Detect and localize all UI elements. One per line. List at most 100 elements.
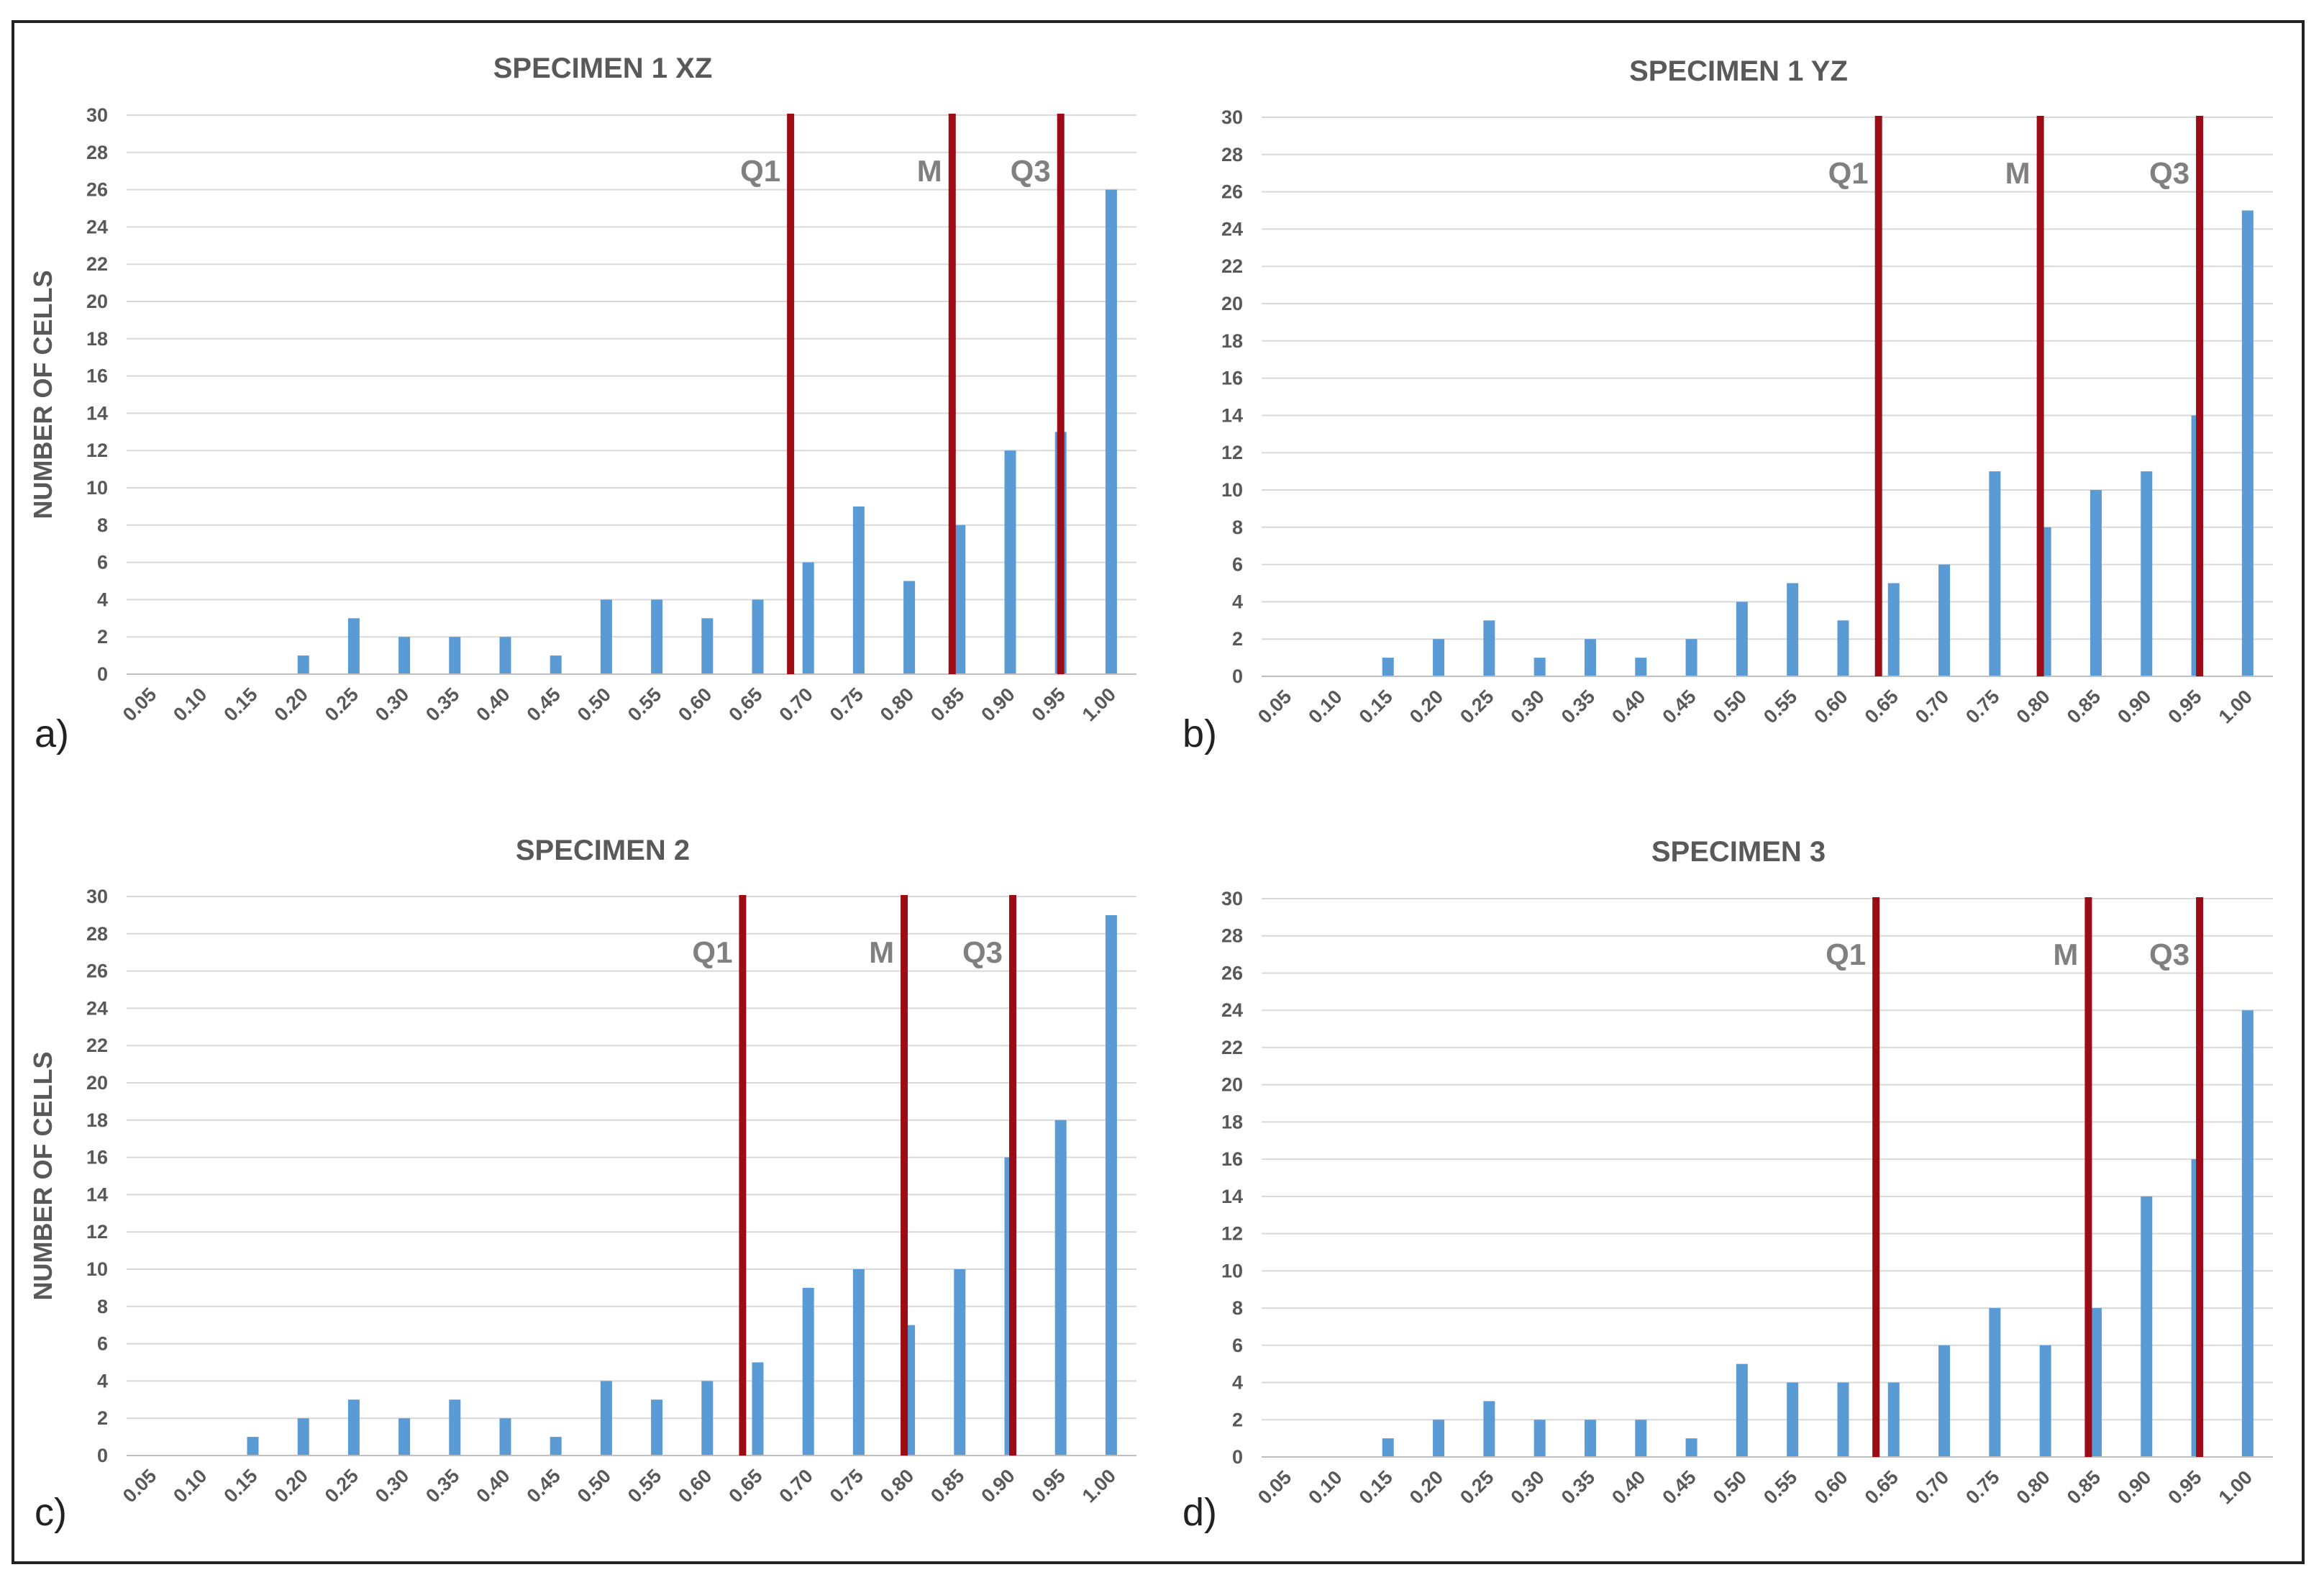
x-tick-label: 0.05 xyxy=(119,1465,160,1507)
bar xyxy=(347,1399,360,1456)
marker-label-q3: Q3 xyxy=(1011,154,1051,188)
y-tick-label: 16 xyxy=(1221,1148,1243,1170)
x-tick-label: 0.50 xyxy=(1709,1466,1751,1508)
y-tick-label: 16 xyxy=(86,366,108,387)
bar xyxy=(1054,1120,1067,1456)
x-tick-label: 0.30 xyxy=(1507,686,1549,727)
bar xyxy=(701,1381,714,1456)
bar xyxy=(449,637,461,674)
bar xyxy=(1635,1420,1647,1457)
bar xyxy=(1989,471,2001,676)
y-tick-label: 30 xyxy=(86,886,108,907)
bar xyxy=(1584,1420,1596,1457)
x-tick-label: 0.45 xyxy=(1658,686,1700,727)
y-tick-label: 18 xyxy=(86,328,108,350)
x-tick-label: 0.85 xyxy=(926,684,968,725)
x-tick-label: 0.30 xyxy=(371,1465,413,1507)
x-tick-label: 0.50 xyxy=(573,1465,615,1507)
bar xyxy=(398,637,411,674)
y-tick-label: 22 xyxy=(1221,255,1243,277)
x-tick-label: 0.70 xyxy=(1911,1466,1953,1508)
x-tick-label: 0.15 xyxy=(219,684,261,725)
bar xyxy=(1938,1345,1951,1457)
x-tick-label: 0.75 xyxy=(1961,686,2003,727)
bar xyxy=(398,1418,411,1456)
x-tick-label: 0.20 xyxy=(1405,686,1447,727)
bar xyxy=(2241,1010,2254,1457)
bar xyxy=(600,599,612,674)
bar xyxy=(1736,601,1748,676)
marker-label-m: M xyxy=(917,154,942,188)
bar xyxy=(1938,564,1951,676)
x-tick-label: 0.35 xyxy=(1557,1466,1599,1508)
bar xyxy=(1787,1382,1799,1457)
y-tick-label: 0 xyxy=(97,663,108,685)
x-tick-label: 0.60 xyxy=(1810,686,1851,727)
x-tick-label: 0.75 xyxy=(1961,1466,2003,1508)
x-tick-label: 0.15 xyxy=(1355,1466,1397,1508)
x-tick-label: 0.10 xyxy=(1304,686,1346,727)
x-tick-label: 0.40 xyxy=(1608,1466,1649,1508)
x-tick-label: 0.80 xyxy=(876,684,918,725)
x-tick-label: 0.30 xyxy=(1507,1466,1549,1508)
bar xyxy=(499,1418,511,1456)
y-tick-label: 26 xyxy=(1221,181,1243,203)
x-tick-label: 0.80 xyxy=(2013,1466,2054,1508)
y-tick-label: 28 xyxy=(1221,144,1243,165)
bar xyxy=(2241,210,2254,676)
y-axis-label: NUMBER OF CELLS xyxy=(28,271,58,519)
bar xyxy=(1382,658,1394,676)
bar xyxy=(1887,1382,1900,1457)
x-tick-label: 0.25 xyxy=(1456,1466,1498,1508)
bar xyxy=(2141,1196,2153,1457)
x-tick-label: 0.85 xyxy=(2063,686,2105,727)
x-tick-label: 0.40 xyxy=(472,684,514,725)
bar xyxy=(701,618,714,674)
y-tick-label: 30 xyxy=(1221,106,1243,128)
x-tick-label: 1.00 xyxy=(1078,684,1120,725)
bar xyxy=(297,1418,309,1456)
y-tick-label: 16 xyxy=(1221,368,1243,389)
x-tick-label: 0.35 xyxy=(1557,686,1599,727)
y-tick-label: 10 xyxy=(86,477,108,499)
x-tick-label: 0.95 xyxy=(2164,686,2205,727)
y-tick-label: 28 xyxy=(86,142,108,163)
x-tick-label: 0.45 xyxy=(1658,1466,1700,1508)
marker-label-m: M xyxy=(869,935,894,969)
y-tick-label: 14 xyxy=(86,1184,108,1205)
x-tick-label: 0.45 xyxy=(523,1465,565,1507)
y-tick-label: 16 xyxy=(86,1147,108,1168)
bar xyxy=(1433,1420,1445,1457)
bar xyxy=(1534,658,1546,676)
x-tick-label: 0.40 xyxy=(472,1465,514,1507)
x-tick-label: 0.65 xyxy=(724,1465,766,1507)
y-tick-label: 8 xyxy=(97,1296,108,1317)
x-tick-label: 0.90 xyxy=(977,684,1019,725)
bar xyxy=(297,655,309,674)
bar xyxy=(651,599,663,674)
bar xyxy=(347,618,360,674)
y-tick-label: 26 xyxy=(1221,962,1243,984)
bar xyxy=(247,1437,259,1456)
bar xyxy=(1004,450,1016,674)
y-tick-label: 14 xyxy=(86,402,108,424)
x-tick-label: 0.80 xyxy=(876,1465,918,1507)
x-tick-label: 0.10 xyxy=(169,684,211,725)
marker-label-m: M xyxy=(2005,156,2031,190)
y-tick-label: 6 xyxy=(97,552,108,573)
bar xyxy=(852,506,865,674)
x-tick-label: 0.25 xyxy=(1456,686,1498,727)
y-tick-label: 18 xyxy=(1221,330,1243,352)
bar xyxy=(1837,620,1849,676)
y-tick-label: 14 xyxy=(1221,404,1243,426)
x-tick-label: 0.65 xyxy=(724,684,766,725)
x-tick-label: 0.50 xyxy=(573,684,615,725)
y-tick-label: 20 xyxy=(1221,293,1243,314)
x-tick-label: 0.05 xyxy=(1254,1466,1295,1508)
y-tick-label: 20 xyxy=(86,1072,108,1094)
